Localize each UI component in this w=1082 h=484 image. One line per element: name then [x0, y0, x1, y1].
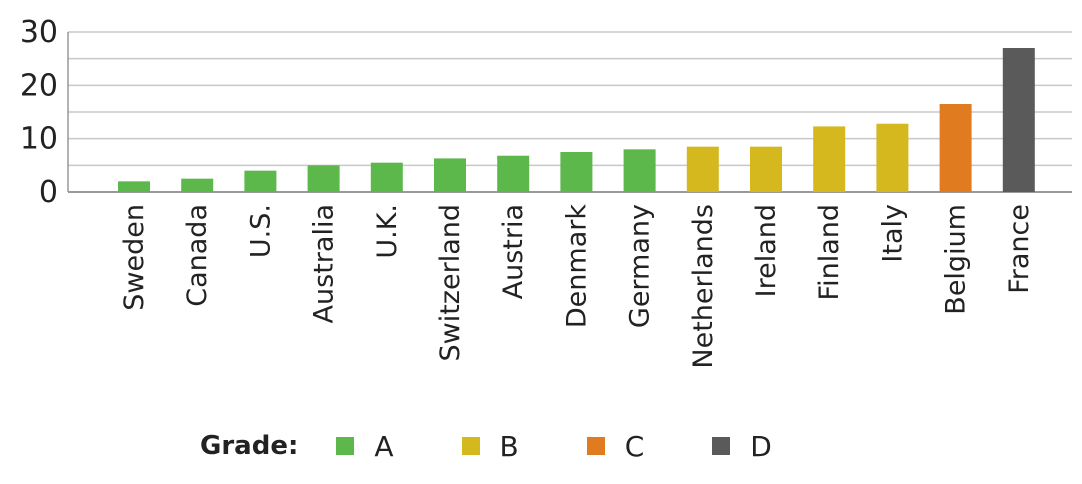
- legend-swatch: [712, 437, 731, 455]
- bar: [750, 146, 782, 192]
- x-tick-label: Sweden: [119, 204, 150, 311]
- bar: [623, 149, 656, 192]
- y-tick-label: 0: [39, 175, 58, 210]
- y-tick-label: 20: [20, 68, 58, 103]
- legend-item: B: [461, 429, 519, 463]
- bar: [813, 126, 846, 192]
- x-tick-label: Finland: [814, 204, 845, 300]
- legend: Grade: A B C D: [200, 424, 840, 468]
- bar: [370, 162, 403, 192]
- bar: [307, 165, 340, 192]
- x-tick-label: Italy: [877, 204, 908, 263]
- bar: [181, 178, 214, 192]
- x-tick-label: Canada: [182, 204, 213, 307]
- x-tick-label: Denmark: [561, 204, 592, 328]
- y-tick-label: 10: [20, 122, 58, 157]
- x-tick-label: Switzerland: [435, 204, 466, 362]
- x-tick-label: U.K.: [372, 204, 403, 259]
- legend-swatch: [336, 437, 355, 455]
- x-axis-labels: Sweden Canada U.S. Australia U.K. Switzerland…: [119, 204, 1035, 369]
- x-tick-label: Belgium: [941, 204, 972, 315]
- legend-title: Grade:: [200, 431, 299, 461]
- bar: [560, 152, 593, 192]
- legend-item: D: [712, 430, 772, 463]
- legend-swatch: [461, 437, 480, 455]
- x-tick-label: U.S.: [245, 204, 276, 258]
- bar: [118, 181, 150, 192]
- gridlines: [68, 31, 1072, 167]
- bar: [686, 146, 719, 192]
- legend-label: B: [499, 429, 519, 463]
- bar: [244, 170, 277, 192]
- bar: [434, 158, 466, 192]
- x-tick-label: Austria: [498, 204, 529, 299]
- bar: [1002, 48, 1035, 192]
- bars: [118, 48, 1035, 192]
- legend-label: A: [374, 429, 394, 463]
- y-tick-label: 30: [20, 15, 58, 50]
- bar: [876, 123, 909, 192]
- bar: [939, 104, 972, 192]
- x-tick-label: Netherlands: [688, 204, 719, 369]
- legend-label: D: [750, 429, 772, 463]
- legend-item: A: [336, 429, 394, 463]
- bar: [497, 155, 530, 192]
- legend-label: C: [624, 429, 645, 463]
- y-axis: 0 10 20 30: [20, 15, 1072, 210]
- x-tick-label: France: [1004, 204, 1035, 294]
- legend-item: C: [586, 429, 645, 463]
- x-tick-label: Ireland: [751, 204, 782, 297]
- legend-swatch: [586, 437, 605, 455]
- x-tick-label: Germany: [625, 204, 656, 328]
- x-tick-label: Australia: [309, 204, 340, 323]
